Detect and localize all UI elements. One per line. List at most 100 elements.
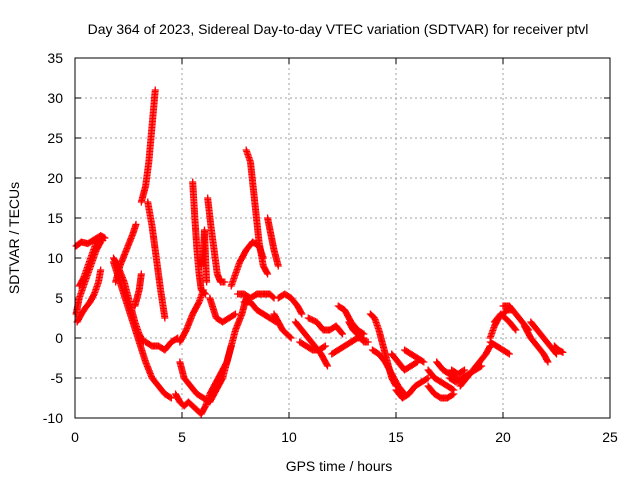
- data-point: [485, 343, 493, 351]
- data-point: [339, 330, 346, 338]
- series-arc-early-top: [72, 232, 109, 250]
- series-arc-21-23: [520, 322, 552, 366]
- series-spike-4: [204, 194, 229, 286]
- data-point: [298, 310, 306, 318]
- series-arc-16-18b: [424, 382, 458, 402]
- series-isolated: [486, 338, 513, 358]
- data-point: [460, 366, 468, 374]
- series-arc-19-21b: [490, 310, 520, 334]
- series-spike-2: [189, 178, 210, 298]
- data-point: [232, 310, 239, 318]
- series-arc-12-14c: [345, 318, 372, 346]
- data-point: [167, 394, 175, 402]
- y-tick-label: 0: [55, 330, 63, 346]
- y-tick-label: 30: [47, 90, 63, 106]
- x-axis-label: GPS time / hours: [286, 458, 393, 474]
- series-arc-trough-2: [176, 294, 250, 406]
- data-point: [505, 350, 513, 358]
- data-point: [161, 314, 169, 322]
- data-point: [450, 390, 458, 398]
- series-arc-22-23: [550, 342, 567, 356]
- series-arc-10-12b: [296, 338, 329, 354]
- data-point: [459, 367, 467, 375]
- series-spike-3: [197, 226, 211, 286]
- data-point: [97, 266, 105, 274]
- y-tick-label: 20: [47, 170, 63, 186]
- series-arc-rise-2: [112, 220, 140, 286]
- series-arc-early-low: [73, 266, 105, 326]
- grid: [75, 58, 610, 418]
- data-points: [72, 86, 567, 418]
- y-tick-label: 25: [47, 130, 63, 146]
- data-point: [101, 234, 109, 242]
- series-arc-9-to-11b: [274, 290, 306, 318]
- data-point: [321, 342, 329, 350]
- series-arc-17-19c: [448, 366, 468, 378]
- series-arc-plateau-8: [234, 290, 278, 302]
- series-spike-1: [137, 86, 159, 206]
- data-point: [132, 220, 140, 228]
- data-point: [263, 269, 271, 277]
- data-point: [287, 334, 295, 342]
- y-axis-label: SDTVAR / TECUs: [6, 182, 22, 294]
- data-point: [264, 270, 272, 278]
- data-point: [360, 330, 368, 338]
- data-point: [423, 375, 431, 383]
- series-spike-6: [264, 214, 282, 270]
- x-tick-label: 10: [281, 429, 297, 445]
- data-point: [320, 343, 328, 351]
- data-point: [448, 391, 456, 399]
- series-arc-11-13: [304, 314, 346, 338]
- series-arc-post-spike-4: [206, 294, 239, 326]
- series-spike-1-fall: [144, 198, 169, 322]
- data-point: [359, 329, 367, 337]
- data-point: [511, 325, 519, 333]
- y-tick-label: -10: [43, 410, 63, 426]
- data-point: [424, 374, 432, 382]
- data-point: [286, 333, 294, 341]
- series-arc-15-17: [388, 350, 421, 374]
- data-point: [543, 357, 551, 365]
- series-arc-15-17b: [392, 374, 432, 402]
- y-tick-label: 35: [47, 50, 63, 66]
- y-tick-label: 15: [47, 210, 63, 226]
- data-point: [200, 289, 208, 297]
- series-spike-5: [242, 146, 272, 278]
- series-arc-9-to-11: [270, 310, 295, 342]
- data-point: [151, 86, 159, 94]
- series-arc-19-21c: [499, 302, 533, 334]
- data-point: [274, 262, 282, 270]
- y-tick-label: -5: [51, 370, 64, 386]
- data-point: [419, 357, 427, 365]
- data-point: [504, 349, 512, 357]
- data-point: [203, 278, 211, 286]
- data-point: [364, 338, 372, 346]
- data-point: [323, 361, 331, 369]
- series-arc-16-18: [424, 366, 458, 394]
- series-arc-15-17c: [401, 346, 428, 366]
- x-tick-label: 25: [602, 429, 618, 445]
- data-point: [137, 270, 145, 278]
- y-tick-label: 5: [55, 290, 63, 306]
- plot-frame: [74, 57, 611, 419]
- series-arc-recovery: [176, 286, 207, 346]
- series-arc-trough: [172, 342, 235, 418]
- chart-title: Day 364 of 2023, Sidereal Day-to-day VTE…: [88, 21, 589, 37]
- data-point: [324, 362, 332, 370]
- x-tick-label: 15: [388, 429, 404, 445]
- x-tick-label: 5: [178, 429, 186, 445]
- data-point: [512, 326, 520, 334]
- series-arc-10-12: [291, 318, 332, 370]
- series-arc-rise-3: [131, 270, 145, 310]
- data-point: [202, 290, 210, 298]
- data-point: [166, 393, 174, 401]
- data-point: [269, 293, 277, 301]
- x-tick-label: 20: [495, 429, 511, 445]
- data-point: [420, 358, 428, 366]
- data-point: [338, 329, 346, 337]
- data-point: [553, 350, 560, 358]
- y-tick-label: 10: [47, 250, 63, 266]
- series-arc-dip-post-spike: [142, 334, 182, 354]
- data-point: [544, 358, 552, 366]
